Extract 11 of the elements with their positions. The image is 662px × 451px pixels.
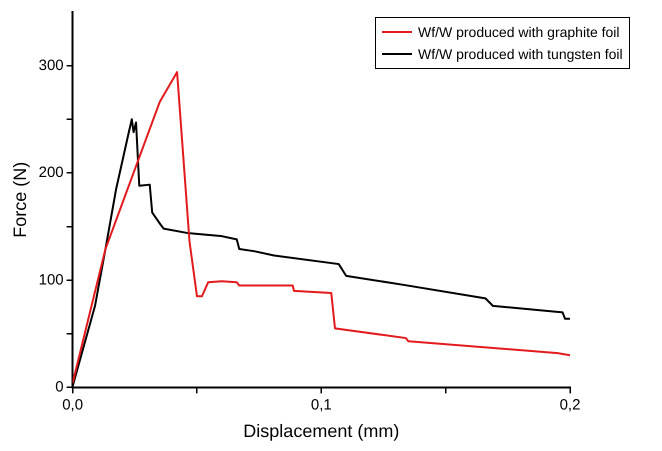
y-axis-title: Force (N)	[10, 162, 30, 238]
legend-label: Wf/W produced with graphite foil	[418, 23, 620, 42]
x-axis-title: Displacement (mm)	[243, 421, 400, 442]
legend-label: Wf/W produced with tungsten foil	[418, 45, 623, 64]
y-tick-label: 200	[38, 164, 64, 182]
y-tick-label: 100	[38, 271, 64, 288]
y-tick-label: 0	[55, 378, 64, 396]
y-tick-label: 300	[38, 56, 64, 74]
x-tick-label: 0,2	[560, 396, 580, 414]
x-tick-label: 0,0	[62, 396, 84, 414]
x-tick-label: 0,1	[310, 396, 332, 414]
